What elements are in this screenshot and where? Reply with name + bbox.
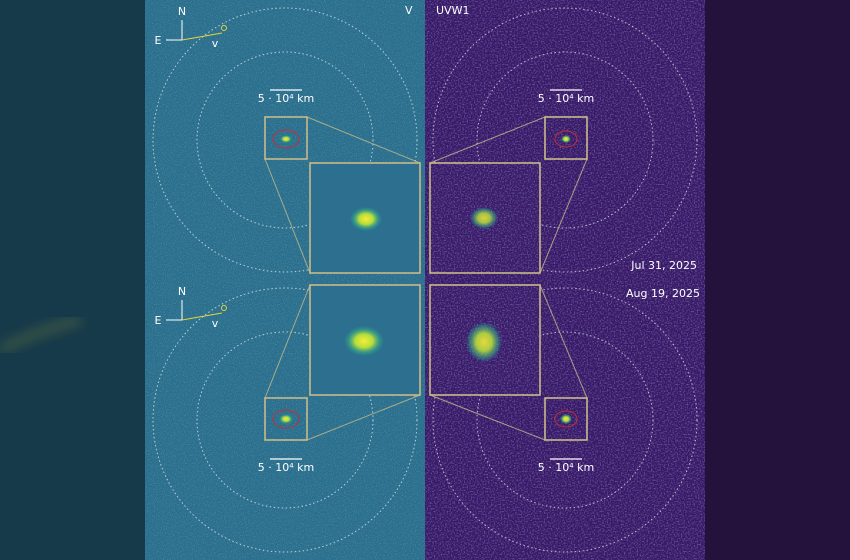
v-band-image: [145, 0, 425, 560]
scale-bar-lines: [270, 89, 582, 460]
compass-north: N: [178, 5, 186, 18]
compass-velocity: v: [212, 37, 219, 50]
compass-north: N: [178, 285, 186, 298]
scale-bar-label: 5 · 10⁴ km: [258, 461, 314, 474]
labels: V UVW1 N E v N E v 5 · 10⁴ km 5 · 10⁴ km…: [155, 4, 700, 474]
target-boxes: [264, 116, 588, 441]
scale-bar-label: 5 · 10⁴ km: [538, 461, 594, 474]
compass-arrows: [166, 20, 227, 321]
compass-east: E: [155, 34, 162, 47]
compass-east: E: [155, 314, 162, 327]
aperture-circles: [152, 7, 698, 553]
zoom-connectors: [264, 116, 588, 441]
compass-velocity: v: [212, 317, 219, 330]
panel-label: V: [405, 4, 413, 17]
scale-bar-label: 5 · 10⁴ km: [538, 92, 594, 105]
uvw1-band-image: [425, 0, 705, 560]
scale-bar-label: 5 · 10⁴ km: [258, 92, 314, 105]
zoom-boxes: [309, 162, 541, 396]
panel-label: UVW1: [436, 4, 469, 17]
date-label: Aug 19, 2025: [626, 287, 700, 300]
date-label: Jul 31, 2025: [630, 259, 697, 272]
